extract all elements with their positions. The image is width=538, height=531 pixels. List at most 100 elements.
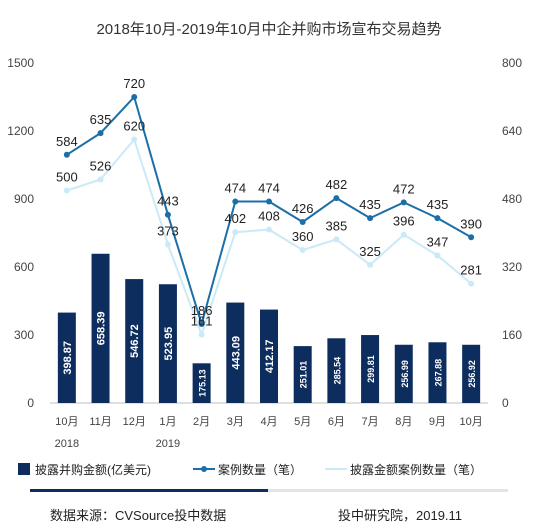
deals-point xyxy=(434,215,441,222)
x-tick-label: 11月 xyxy=(89,416,111,428)
disclosed-point xyxy=(333,236,340,243)
legend-disclosed-label: 披露金额案例数量（笔） xyxy=(350,462,482,477)
deals-data-label: 635 xyxy=(90,112,112,127)
y-left-tick-label: 1200 xyxy=(7,124,34,138)
x-tick-label: 10月 xyxy=(460,416,483,428)
legend-bar-swatch xyxy=(18,463,30,475)
y-right-tick-label: 480 xyxy=(502,192,522,206)
disclosed-data-label: 526 xyxy=(90,158,112,173)
disclosed-data-label: 500 xyxy=(56,170,78,185)
disclosed-data-label: 161 xyxy=(191,314,213,329)
deals-point xyxy=(164,211,171,218)
y-left-tick-label: 900 xyxy=(14,192,34,206)
disclosed-data-label: 385 xyxy=(326,218,348,233)
deals-point xyxy=(367,215,374,222)
disclosed-data-label: 396 xyxy=(393,214,415,229)
y-right-tick-label: 640 xyxy=(502,124,522,138)
disclosed-data-label: 360 xyxy=(292,229,314,244)
disclosed-data-label: 373 xyxy=(157,223,179,238)
x-tick-label: 5月 xyxy=(294,416,311,428)
deals-data-label: 186 xyxy=(191,303,213,318)
footer-divider xyxy=(30,489,508,492)
footer-divider-accent xyxy=(30,489,268,492)
disclosed-point xyxy=(164,241,171,248)
y-right-tick-label: 0 xyxy=(502,396,509,410)
x-tick-label: 12月 xyxy=(123,416,146,428)
bar-amount xyxy=(394,344,413,403)
deals-data-label: 474 xyxy=(224,181,246,196)
bar-amount xyxy=(91,253,110,403)
x-tick-label: 4月 xyxy=(260,416,277,428)
disclosed-data-label: 325 xyxy=(359,244,381,259)
deals-point xyxy=(299,218,306,225)
deals-data-label: 720 xyxy=(123,76,145,91)
bar-amount xyxy=(428,342,447,403)
legend-deals-marker xyxy=(201,466,207,472)
deals-data-label: 435 xyxy=(359,197,381,212)
deals-point xyxy=(198,320,205,327)
bar-amount xyxy=(293,346,312,403)
bar-data-label: 256.99 xyxy=(400,360,410,388)
deals-point xyxy=(400,199,407,206)
bar-data-label: 546.72 xyxy=(129,324,141,358)
deals-point xyxy=(97,130,104,137)
deals-data-label: 426 xyxy=(292,201,314,216)
bar-data-label: 285.54 xyxy=(332,357,342,385)
disclosed-point xyxy=(232,229,239,236)
bar-data-label: 443.09 xyxy=(230,336,242,370)
disclosed-data-label: 347 xyxy=(427,235,449,250)
bar-amount xyxy=(462,344,481,403)
legend-deals-label: 案例数量（笔） xyxy=(218,462,302,477)
bar-data-label: 175.13 xyxy=(198,369,208,397)
bar-amount xyxy=(361,335,380,403)
deals-point xyxy=(63,151,70,158)
bar-amount xyxy=(192,363,211,403)
bar-amount xyxy=(158,284,177,403)
disclosed-point xyxy=(468,280,475,287)
bar-data-label: 251.01 xyxy=(299,361,309,389)
deals-data-label: 443 xyxy=(157,194,179,209)
bar-amount xyxy=(57,312,76,403)
x-tick-label: 7月 xyxy=(362,416,379,428)
disclosed-point xyxy=(434,252,441,259)
disclosed-point xyxy=(266,226,272,233)
deals-data-label: 390 xyxy=(460,216,482,231)
legend-bar-label: 披露并购金额(亿美元) xyxy=(35,462,151,477)
deals-point xyxy=(232,198,239,205)
bar-data-label: 412.17 xyxy=(264,339,276,373)
x-tick-sublabel: 2019 xyxy=(156,438,180,450)
deals-data-label: 472 xyxy=(393,181,415,196)
x-tick-label: 1月 xyxy=(159,416,176,428)
disclosed-point xyxy=(299,247,306,253)
publisher-credit: 投中研究院，2019.11 xyxy=(338,508,463,523)
bar-amount xyxy=(226,302,245,403)
deals-point xyxy=(131,94,138,100)
y-left-tick-label: 1500 xyxy=(7,56,34,70)
disclosed-point xyxy=(400,231,407,238)
deals-point xyxy=(266,198,272,205)
bar-amount xyxy=(260,309,278,403)
disclosed-data-label: 281 xyxy=(460,263,482,278)
bar-data-label: 256.92 xyxy=(467,360,477,388)
disclosed-point xyxy=(63,187,70,194)
deals-point xyxy=(333,195,340,202)
deals-data-label: 474 xyxy=(258,181,280,196)
bar-amount xyxy=(327,338,346,403)
x-tick-label: 9月 xyxy=(429,416,446,428)
disclosed-data-label: 620 xyxy=(123,119,145,134)
x-tick-sublabel: 2018 xyxy=(55,438,79,450)
deals-point xyxy=(468,234,475,241)
x-tick-label: 3月 xyxy=(227,416,244,428)
chart-title: 2018年10月-2019年10月中企并购市场宣布交易趋势 xyxy=(96,21,442,38)
deals-data-label: 482 xyxy=(326,177,348,192)
bar-data-label: 398.87 xyxy=(62,341,74,375)
x-tick-label: 2月 xyxy=(193,416,210,428)
y-left-tick-label: 300 xyxy=(14,328,34,342)
bar-data-label: 658.39 xyxy=(96,312,108,346)
disclosed-point xyxy=(367,261,374,268)
bar-amount xyxy=(125,279,144,403)
deals-data-label: 584 xyxy=(56,134,78,149)
x-tick-label: 6月 xyxy=(328,416,345,428)
disclosed-point xyxy=(131,136,138,143)
